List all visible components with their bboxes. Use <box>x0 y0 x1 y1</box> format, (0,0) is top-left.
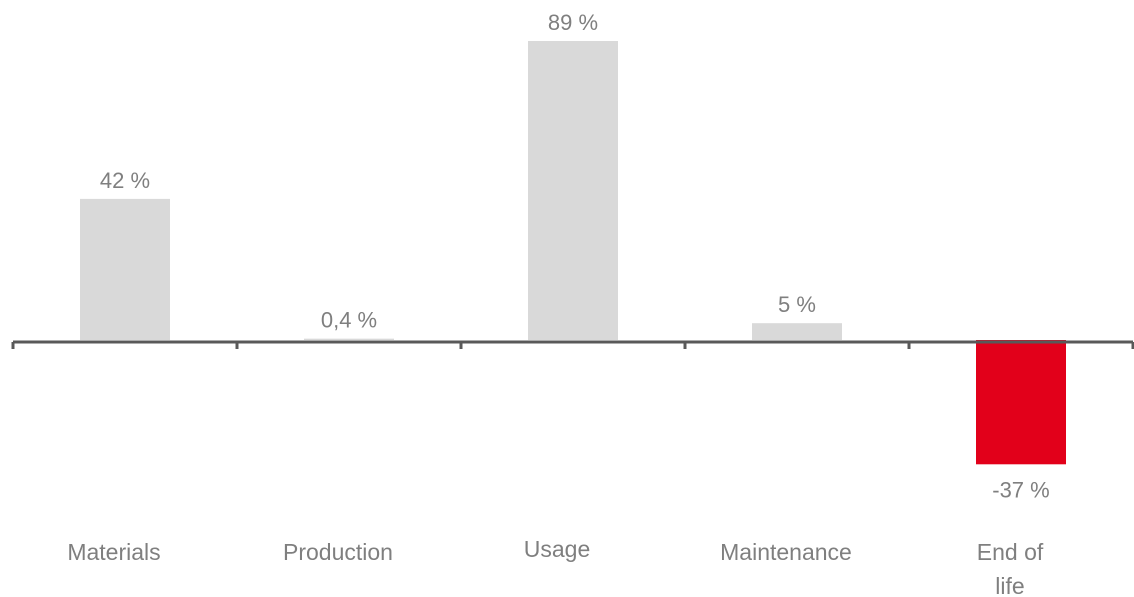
category-label: End of life <box>977 539 1044 597</box>
category-label-line: Production <box>283 539 393 565</box>
data-label: 0,4 % <box>321 308 377 333</box>
data-label: 42 % <box>100 168 150 193</box>
bar-production <box>304 338 394 340</box>
category-label: Materials <box>67 539 160 565</box>
bar-end-of-life <box>976 340 1066 465</box>
category-label-line: Materials <box>67 539 160 565</box>
category-labels-group: Materials Production Usage Maintenance End o… <box>67 536 1044 597</box>
category-label: Production <box>283 539 393 565</box>
category-label-line: life <box>995 573 1024 597</box>
category-label: Usage <box>524 536 590 562</box>
bar-materials <box>80 198 170 340</box>
data-label: 89 % <box>548 10 598 35</box>
data-label: -37 % <box>992 477 1049 502</box>
bar-maintenance <box>752 323 842 340</box>
data-label: 5 % <box>778 292 816 317</box>
bars-group <box>80 41 1066 465</box>
x-axis <box>11 340 1134 349</box>
data-labels-group: 42 % 0,4 % 89 % 5 % -37 % <box>100 10 1050 502</box>
category-label-line: Maintenance <box>720 539 852 565</box>
bar-usage <box>528 41 618 340</box>
category-label-line: End of <box>977 539 1044 565</box>
category-label-line: Usage <box>524 536 590 562</box>
category-label: Maintenance <box>720 539 852 565</box>
